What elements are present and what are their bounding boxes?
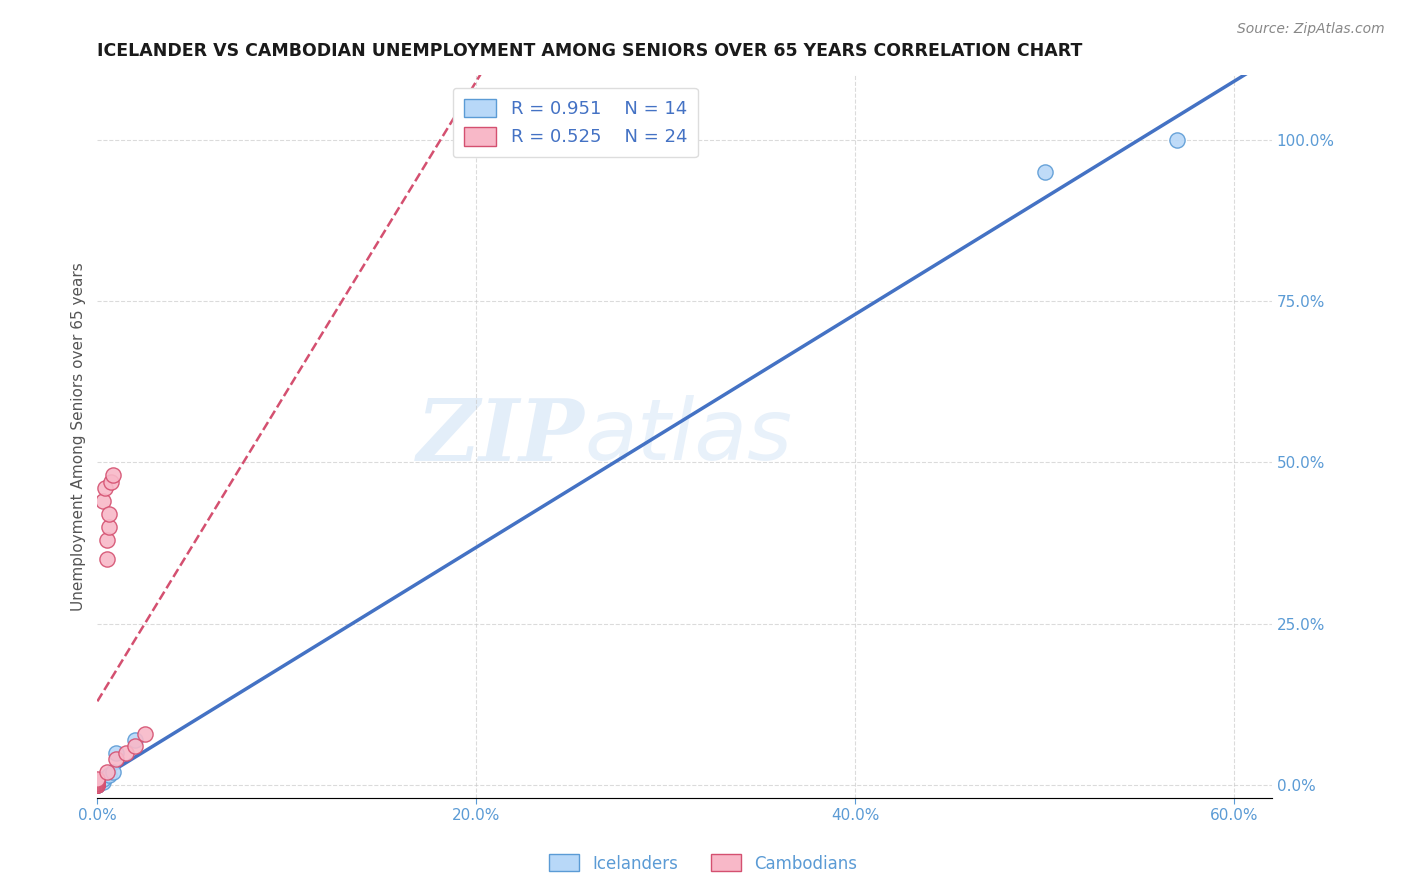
Point <box>86 776 108 790</box>
Text: ICELANDER VS CAMBODIAN UNEMPLOYMENT AMONG SENIORS OVER 65 YEARS CORRELATION CHAR: ICELANDER VS CAMBODIAN UNEMPLOYMENT AMON… <box>97 42 1083 60</box>
Point <box>114 746 136 760</box>
Point <box>91 775 114 789</box>
Point <box>105 752 128 766</box>
Point <box>100 475 122 489</box>
Point <box>86 778 108 792</box>
Point <box>86 775 108 789</box>
Point <box>91 494 114 508</box>
Y-axis label: Unemployment Among Seniors over 65 years: Unemployment Among Seniors over 65 years <box>72 262 86 611</box>
Point <box>86 775 108 789</box>
Text: atlas: atlas <box>585 395 793 478</box>
Text: Source: ZipAtlas.com: Source: ZipAtlas.com <box>1237 22 1385 37</box>
Point <box>86 777 108 791</box>
Point <box>134 726 156 740</box>
Point <box>97 768 120 782</box>
Point <box>86 778 108 792</box>
Point <box>86 772 108 786</box>
Point <box>86 778 108 792</box>
Legend: Icelanders, Cambodians: Icelanders, Cambodians <box>541 847 865 880</box>
Point <box>91 772 114 786</box>
Point <box>86 773 108 788</box>
Point <box>96 552 118 566</box>
Point <box>86 777 108 791</box>
Point <box>86 778 108 792</box>
Point <box>1166 133 1188 147</box>
Point <box>96 533 118 547</box>
Point <box>101 765 124 780</box>
Point <box>86 778 108 792</box>
Point <box>86 778 108 792</box>
Point <box>86 778 108 792</box>
Point <box>86 772 108 787</box>
Legend: R = 0.951    N = 14, R = 0.525    N = 24: R = 0.951 N = 14, R = 0.525 N = 24 <box>453 87 697 157</box>
Point <box>86 775 108 789</box>
Point <box>96 765 118 780</box>
Point <box>105 746 128 760</box>
Point <box>86 778 108 792</box>
Text: ZIP: ZIP <box>418 395 585 478</box>
Point <box>97 507 120 521</box>
Point <box>124 739 146 754</box>
Point <box>124 733 146 747</box>
Point <box>97 520 120 534</box>
Point <box>101 468 124 483</box>
Point <box>94 481 117 495</box>
Point <box>1033 165 1056 179</box>
